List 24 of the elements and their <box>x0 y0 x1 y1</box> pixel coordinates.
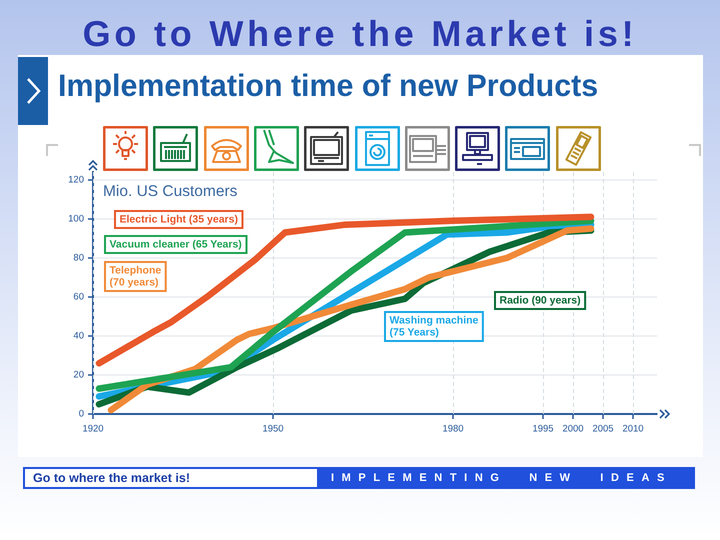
y-tick-label: 40 <box>73 330 84 342</box>
x-tick-label: 1995 <box>532 423 554 434</box>
chart-subtitle: Implementation time of new Products <box>58 68 598 104</box>
chart-title: Go to Where the Market is! <box>82 12 638 56</box>
text: Telephone (70 years) <box>110 264 162 289</box>
text: Go to where the market is! <box>33 470 190 487</box>
y-axis-title: Mio. US Customers <box>103 183 238 200</box>
text: IMPLEMENTING NEW IDEAS <box>317 469 693 487</box>
x-tick-label: 2005 <box>592 423 614 434</box>
x-tick-label: 1980 <box>442 423 464 434</box>
x-tick-label: 1920 <box>82 423 104 434</box>
y-tick-label: 60 <box>73 292 84 303</box>
text: Radio (90 years) <box>500 294 581 307</box>
text: Washing machine (75 Years) <box>390 314 479 339</box>
x-tick-label: 1950 <box>262 423 284 434</box>
y-tick-label: 80 <box>73 252 84 264</box>
text: Vacuum cleaner (65 Years) <box>110 238 242 251</box>
y-tick-label: 20 <box>73 370 84 381</box>
y-tick-label: 100 <box>68 213 84 224</box>
x-tick-label: 2000 <box>562 423 584 434</box>
y-tick-label: 120 <box>68 174 84 186</box>
text: Electric Light (35 years) <box>120 214 238 226</box>
x-tick-label: 2010 <box>622 423 644 434</box>
y-tick-label: 0 <box>78 408 84 420</box>
